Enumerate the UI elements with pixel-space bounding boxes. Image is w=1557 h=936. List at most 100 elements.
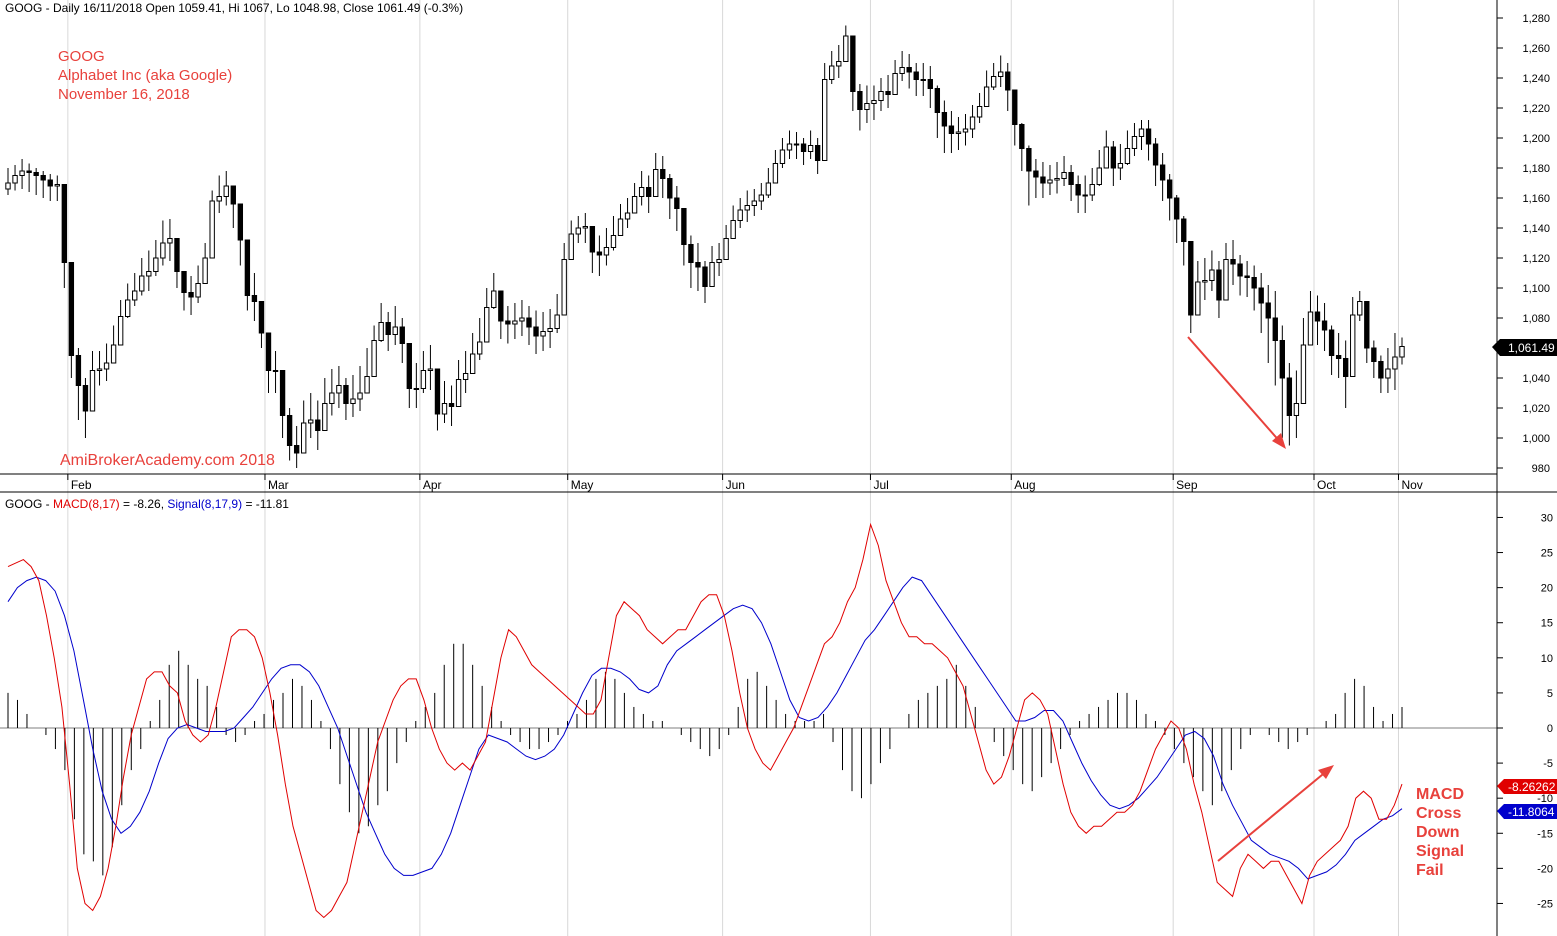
month-label: Mar (268, 478, 289, 492)
candle-body-down (75, 355, 82, 386)
month-label: Jul (873, 478, 888, 492)
candle-body-up (469, 353, 476, 374)
candle-body-down (1033, 170, 1039, 178)
candle-body-up (631, 196, 638, 214)
candle (1096, 150, 1102, 186)
candle (758, 183, 765, 210)
candle-body-up (462, 373, 469, 380)
candle (1202, 258, 1208, 300)
candle-body-down (1335, 355, 1342, 359)
candle-body-down (279, 370, 286, 416)
candle-body-down (906, 67, 912, 73)
candle (899, 51, 905, 81)
candle (110, 325, 117, 364)
candle-body-up (976, 106, 983, 118)
candle (998, 55, 1004, 87)
candle (153, 240, 159, 276)
candle (125, 283, 131, 318)
candle-body-up (1138, 128, 1145, 137)
signal-badge-label: -11.8064 (1508, 805, 1555, 819)
candle-body-down (1152, 143, 1159, 166)
price-y-tick-label: 1,040 (1522, 373, 1550, 385)
candle (434, 368, 441, 431)
signal-badge: -11.8064 (1497, 804, 1557, 819)
candle (329, 369, 335, 416)
candle (772, 150, 779, 184)
candle-body-up (160, 242, 166, 259)
candle (1321, 303, 1328, 351)
candle-body-up (1300, 344, 1307, 404)
candle-body-up (364, 376, 370, 394)
candle (1335, 333, 1342, 378)
candle-body-down (181, 271, 187, 293)
candle-body-up (336, 385, 342, 394)
candle-body-up (1195, 281, 1201, 316)
candle-body-down (399, 326, 405, 344)
last-price-label: 1,061.49 (1508, 341, 1555, 355)
candle-body-down (1265, 302, 1271, 319)
candle-body-up (139, 275, 145, 292)
price-panel-header: GOOG - Daily 16/11/2018 Open 1059.41, Hi… (5, 1, 463, 15)
candle (75, 348, 82, 420)
candle-body-down (174, 238, 180, 272)
candle-body-down (1328, 329, 1335, 356)
candle (181, 271, 187, 311)
candle (139, 258, 145, 296)
candle (167, 219, 173, 261)
candle (645, 175, 652, 213)
candle-body-down (1188, 241, 1194, 316)
candle (1082, 175, 1088, 213)
candle (469, 333, 476, 374)
candle-body-up (547, 328, 553, 332)
candle-body-up (19, 170, 25, 176)
candle-body-up (392, 326, 398, 335)
candle (47, 174, 53, 201)
macd-y-tick-label: 15 (1541, 618, 1553, 630)
candle (807, 130, 814, 159)
candle (990, 63, 997, 90)
candle-body-down (244, 239, 251, 296)
candle-body-down (1244, 275, 1250, 278)
candle (1159, 153, 1166, 201)
candle-body-up (758, 194, 765, 202)
candle (96, 351, 103, 386)
macd-y-tick-label: -25 (1537, 898, 1553, 910)
candle-body-up (836, 61, 842, 67)
candle-body-up (1202, 280, 1208, 283)
candle (1307, 291, 1314, 346)
candle-body-up (1307, 311, 1314, 346)
candle-body-up (617, 218, 624, 236)
candle (491, 273, 497, 309)
candle-body-up (786, 143, 793, 151)
candle-body-up (603, 247, 610, 256)
candle (829, 51, 835, 84)
candle (850, 35, 856, 111)
month-label: Sep (1176, 478, 1198, 492)
candle-body-down (1251, 277, 1257, 289)
candle (209, 190, 215, 259)
candle-body-up (1124, 148, 1131, 164)
candle (653, 153, 659, 197)
candle (378, 303, 384, 342)
candle-body-down (1075, 184, 1081, 196)
candle (315, 400, 321, 450)
candle-body-down (505, 320, 511, 325)
candle-body-up (272, 370, 279, 372)
candle (582, 213, 588, 243)
candle-body-up (716, 259, 722, 263)
candle (301, 400, 307, 454)
candle-body-down (1145, 128, 1152, 145)
candle (357, 366, 363, 411)
candle-body-down (1166, 179, 1173, 199)
candle-body-down (674, 197, 680, 209)
candle (547, 309, 553, 348)
candle-body-down (385, 322, 391, 335)
candle (265, 332, 272, 393)
candle (624, 198, 631, 228)
month-label: Jun (726, 478, 745, 492)
macd-annotation-line-2: Cross (1416, 805, 1461, 822)
candle-body-down (265, 332, 272, 371)
candle (836, 45, 842, 78)
